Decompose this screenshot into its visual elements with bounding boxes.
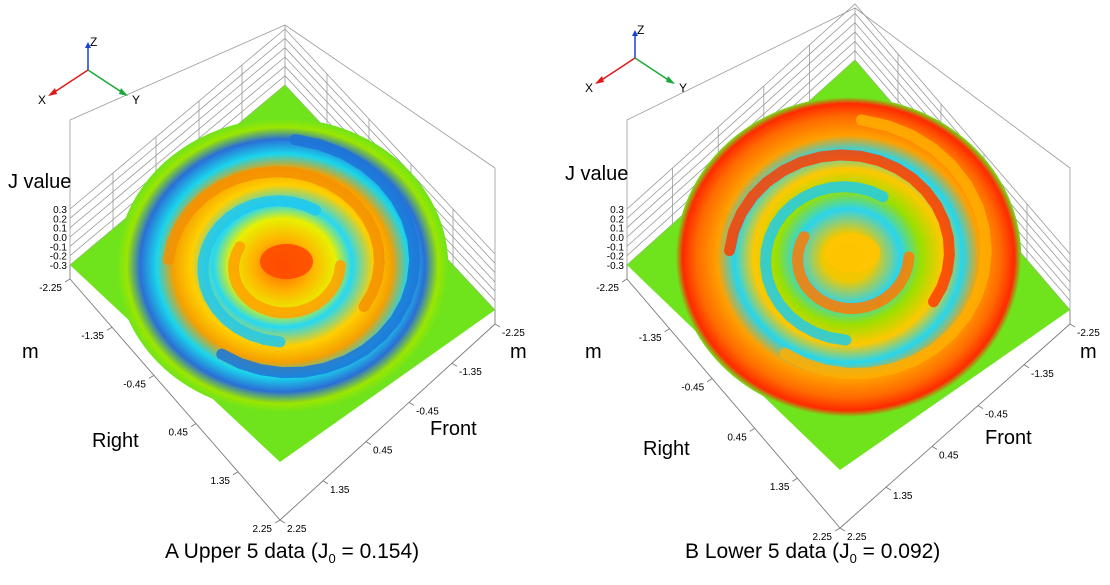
center-peak: [824, 233, 881, 273]
y-tick-label: 1.35: [893, 491, 913, 502]
z-tick-label: 0.1: [610, 224, 624, 235]
axis-icon-x: X: [585, 81, 593, 95]
y-tick-label: -0.45: [416, 406, 439, 417]
y-tick-label: 2.25: [847, 532, 867, 543]
z-tick-label: 0.0: [610, 233, 624, 244]
y-tick-label: 1.35: [330, 485, 350, 496]
caption-b: B Lower 5 data (J0 = 0.092): [685, 540, 941, 567]
front-axes: [621, 265, 1076, 532]
y-unit-label: m: [510, 341, 527, 363]
z-tick-label: -0.3: [607, 261, 625, 272]
y-axis-label: Front: [985, 427, 1032, 449]
surface-plot-b: -2.25 -1.35 -0.45 0.45 1.35 2.25 2.25 1.35 0.45 -…: [565, 3, 1100, 543]
x-axis-label: Right: [643, 438, 690, 460]
x-tick-label: -1.35: [639, 333, 662, 344]
x-unit-label: m: [585, 341, 602, 363]
z-axis-label: J value: [8, 171, 71, 193]
x-tick-label: 2.25: [813, 532, 833, 543]
y-tick-label: -2.25: [1077, 328, 1100, 339]
front-axes: [64, 265, 501, 524]
z-tick-label: -0.3: [50, 261, 68, 272]
z-tick-label: 0.2: [53, 214, 67, 225]
swirl-band: [216, 134, 421, 379]
x-tick-label: -1.35: [81, 331, 104, 342]
z-tick-label: -0.1: [607, 242, 625, 253]
x-tick-label: 1.35: [211, 476, 231, 487]
x-unit-label: m: [22, 341, 39, 363]
x-axis-label: Right: [92, 430, 139, 452]
z-tick-label: 0.1: [53, 224, 67, 235]
swirl-band: [791, 231, 915, 315]
z-tick-label: -0.2: [607, 252, 625, 263]
y-tick-label: 2.25: [287, 524, 307, 535]
z-tick-label: -0.2: [50, 252, 68, 263]
y-axis-label: Front: [430, 418, 477, 440]
axes-orientation-icon: [595, 30, 675, 84]
axis-icon-x: X: [38, 93, 46, 107]
x-tick-label: -2.25: [39, 283, 62, 294]
z-tick-label: 0.0: [53, 233, 67, 244]
axis-icon-z: Z: [637, 23, 644, 37]
panel-b: -2.25 -1.35 -0.45 0.45 1.35 2.25 2.25 1.35 0.45 -…: [555, 0, 1110, 585]
surface-plot-a: -2.25 -1.35 -0.45 0.45 1.35 2.25 2.25 1.35 0.45 -…: [8, 24, 527, 535]
y-tick-label: -1.35: [1031, 369, 1054, 380]
y-unit-label: m: [1080, 341, 1097, 363]
axis-icon-z: Z: [90, 35, 97, 49]
swirl-band: [227, 241, 346, 319]
z-tick-label: 0.3: [53, 205, 67, 216]
z-axis-label: J value: [565, 163, 628, 185]
swirl-band: [724, 149, 955, 308]
surface: [116, 118, 449, 413]
z-tick-label: 0.3: [610, 205, 624, 216]
surface: [675, 97, 1022, 417]
x-tick-label: -0.45: [123, 379, 146, 390]
axis-icon-y: Y: [679, 81, 687, 95]
y-tick-label: 0.45: [373, 446, 393, 457]
x-tick-label: 0.45: [727, 432, 747, 443]
y-tick-label: -2.25: [502, 328, 525, 339]
y-tick-label: -1.35: [459, 367, 482, 378]
axes-orientation-icon: [48, 42, 128, 96]
center-peak: [259, 243, 314, 280]
y-tick-label: -0.45: [985, 410, 1008, 421]
caption-a: A Upper 5 data (J0 = 0.154): [165, 540, 420, 567]
panel-a: -2.25 -1.35 -0.45 0.45 1.35 2.25 2.25 1.35 0.45 -…: [8, 24, 527, 567]
z-tick-label: -0.1: [50, 242, 68, 253]
x-tick-label: 2.25: [253, 524, 273, 535]
x-tick-label: -0.45: [681, 383, 704, 394]
y-tick-label: 0.45: [939, 450, 959, 461]
z-tick-label: 0.2: [610, 214, 624, 225]
swirl-band: [162, 166, 385, 313]
axis-icon-y: Y: [132, 93, 140, 107]
swirl-band: [760, 181, 889, 346]
x-tick-label: 1.35: [770, 482, 790, 493]
x-tick-label: 0.45: [169, 428, 189, 439]
swirl-band: [779, 114, 992, 380]
swirl-band: [197, 195, 322, 348]
x-tick-label: -2.25: [596, 283, 619, 294]
